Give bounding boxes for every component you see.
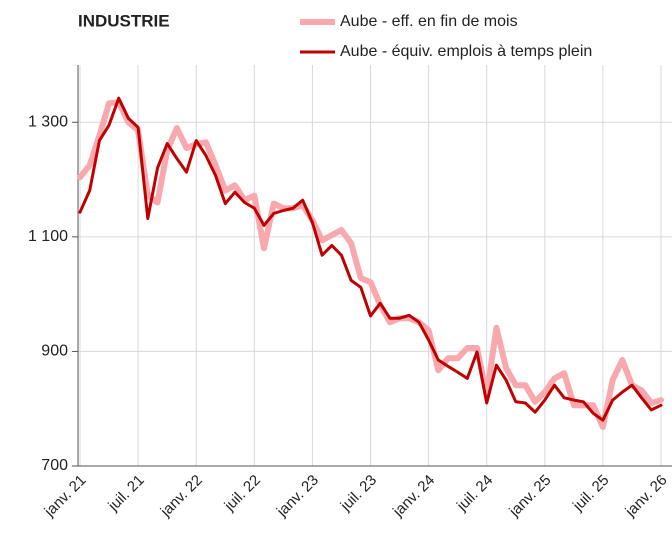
x-tick-label: juil. 21 bbox=[104, 472, 147, 515]
x-tick-label: juil. 25 bbox=[569, 472, 612, 515]
series-line bbox=[77, 99, 664, 430]
chart-title: INDUSTRIE bbox=[78, 11, 170, 30]
x-tick-label: juil. 23 bbox=[337, 472, 380, 515]
x-tick-label: janv. 22 bbox=[157, 472, 206, 521]
x-tick-label: janv. 26 bbox=[622, 472, 671, 521]
legend-label: Aube - équiv. emplois à temps plein bbox=[340, 43, 592, 60]
legend-label: Aube - eff. en fin de mois bbox=[340, 13, 518, 30]
y-tick-label: 700 bbox=[41, 457, 68, 474]
x-tick-label: janv. 23 bbox=[273, 472, 322, 521]
x-tick-label: janv. 25 bbox=[505, 472, 554, 521]
y-tick-label: 1 100 bbox=[28, 228, 68, 245]
x-tick-label: janv. 21 bbox=[41, 472, 90, 521]
y-tick-label: 900 bbox=[41, 343, 68, 360]
x-tick-label: juil. 22 bbox=[221, 472, 264, 515]
x-tick-label: juil. 24 bbox=[453, 472, 496, 515]
series-line bbox=[78, 96, 663, 422]
x-tick-label: janv. 24 bbox=[389, 472, 438, 521]
y-tick-label: 1 300 bbox=[28, 114, 68, 131]
